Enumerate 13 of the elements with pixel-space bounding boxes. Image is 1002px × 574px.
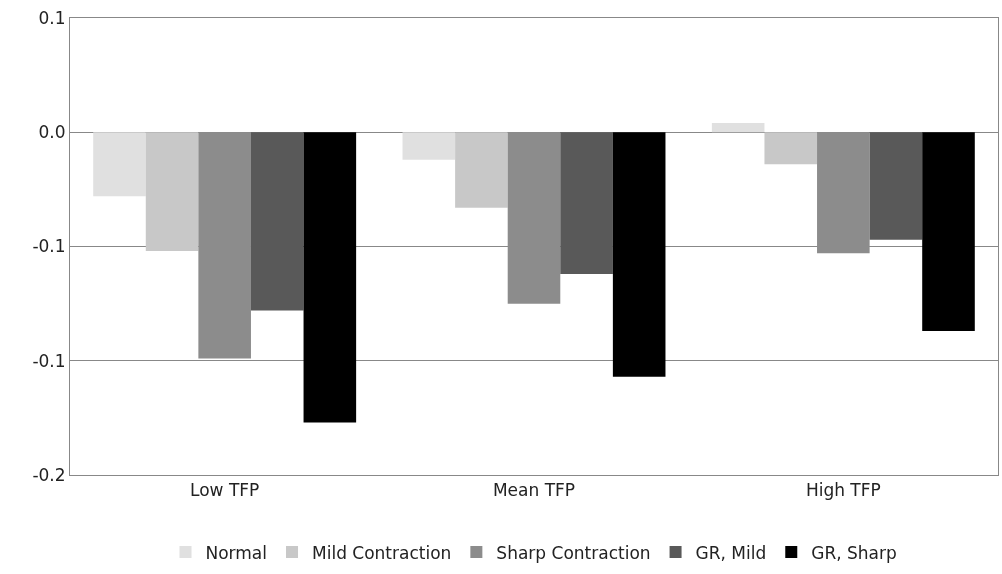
y-tick-label: -0.2 xyxy=(32,464,66,485)
y-tick-label: 0.0 xyxy=(38,122,66,143)
y-tick-label: -0.1 xyxy=(32,350,66,371)
legend-label: GR, Mild xyxy=(695,542,767,563)
x-tick-label: Low TFP xyxy=(190,480,260,501)
legend-label: Normal xyxy=(205,542,268,563)
y-tick-label: 0.1 xyxy=(38,7,66,28)
legend-label: Mild Contraction xyxy=(312,542,452,563)
x-tick-label: High TFP xyxy=(805,480,881,501)
legend-label: GR, Sharp xyxy=(811,542,897,563)
legend-label: Sharp Contraction xyxy=(496,542,651,563)
y-tick-label: -0.1 xyxy=(32,236,66,257)
x-tick-label: Mean TFP xyxy=(492,480,576,501)
